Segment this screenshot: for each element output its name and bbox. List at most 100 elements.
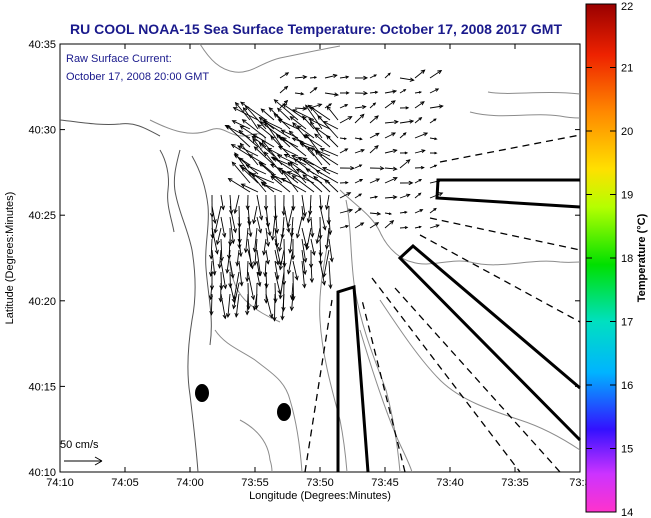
current-vector [278,271,285,300]
current-vector [215,227,222,246]
current-vector [287,161,307,184]
current-vector [281,136,307,157]
x-tick-label: 73:3 [569,477,590,489]
current-vector [292,260,299,281]
current-vector [292,109,315,121]
y-axis: 40:35 40:30 40:25 40:20 40:15 40:10 [28,39,580,479]
current-vector [302,115,315,130]
current-vector [414,209,424,214]
channel-boundary [419,234,581,323]
current-vector [211,205,217,225]
current-vector [231,120,251,130]
current-vector [399,180,414,186]
current-vector [211,249,217,276]
current-vector [310,147,339,166]
current-vector [369,144,379,154]
y-axis-label: Latitude (Degrees:Minutes) [4,192,16,325]
current-vector [302,157,331,175]
current-vector [247,271,256,301]
current-vector [279,72,290,79]
current-vector [227,178,251,193]
current-vector [262,238,267,256]
current-vector [264,271,269,289]
current-vector [253,238,258,267]
exclusion-zone-outline [435,178,581,209]
current-vector [324,73,338,79]
current-vector [399,106,410,110]
current-vector [289,161,307,175]
current-vector [354,137,363,141]
current-vector [230,144,251,157]
current-vector [248,171,267,193]
current-vector [354,91,369,96]
current-vector [414,69,426,79]
current-vector [270,216,276,241]
current-vector [301,260,307,289]
current-vector [326,205,331,225]
current-vector [302,174,323,193]
current-vector [256,271,262,288]
current-vector [274,249,280,266]
current-vector [414,192,422,199]
current-vector [328,238,334,263]
current-vector [414,165,425,170]
current-vector [315,169,339,184]
colorbar-tick-label: 19 [621,190,633,202]
current-vector [354,75,369,81]
current-vector [245,164,267,175]
current-vector [369,195,379,199]
current-vector [277,146,299,157]
current-vector [313,175,331,193]
current-vector [317,115,339,139]
colorbar-tick-label: 14 [621,507,633,518]
map-layer [59,43,582,473]
current-vector [399,193,411,199]
current-vector [299,139,315,157]
colorbar-tick-label: 18 [621,253,633,265]
current-vector [220,260,228,290]
current-vector [252,205,258,225]
current-vector [414,178,423,184]
current-vector [354,164,363,169]
x-tick-label: 74:00 [176,477,204,489]
current-vector [339,192,352,199]
colorbar-tick-label: 15 [621,444,633,456]
current-vector [258,142,275,157]
bathymetry-contour [379,299,581,451]
current-vector [414,225,422,229]
shoreline-inlet [59,119,161,137]
current-vector [414,116,423,124]
x-tick-label: 73:50 [306,477,334,489]
current-vector [251,173,275,184]
current-vector [238,260,244,287]
current-vector [280,293,285,321]
y-tick-label: 40:15 [28,381,56,393]
current-vector [220,194,225,211]
figure-title: RU COOL NOAA-15 Sea Surface Temperature:… [70,21,562,37]
colorbar-ticks: 22 21 20 19 18 17 16 15 14 [586,1,633,518]
current-vector [229,205,238,234]
current-vector [369,102,377,109]
current-annotation-label: Raw Surface Current: [66,53,172,65]
current-vector [301,227,308,248]
current-vector [321,166,339,175]
current-vector [319,147,339,157]
surface-current-vectors [208,69,444,322]
current-vector [414,91,423,94]
x-tick-label: 74:05 [111,477,139,489]
y-tick-label: 40:25 [28,210,56,222]
current-vector [229,216,236,245]
current-vector [238,129,259,148]
current-vector [213,205,222,234]
current-vector [289,293,294,312]
current-vector [310,238,316,256]
current-vector [242,106,259,130]
current-vector [252,293,258,311]
current-vector [294,92,305,96]
current-vector [414,101,425,109]
current-vector [265,249,270,265]
current-vector [384,220,395,229]
current-vector [243,227,249,254]
current-vector [232,107,259,121]
current-vector [339,148,349,154]
